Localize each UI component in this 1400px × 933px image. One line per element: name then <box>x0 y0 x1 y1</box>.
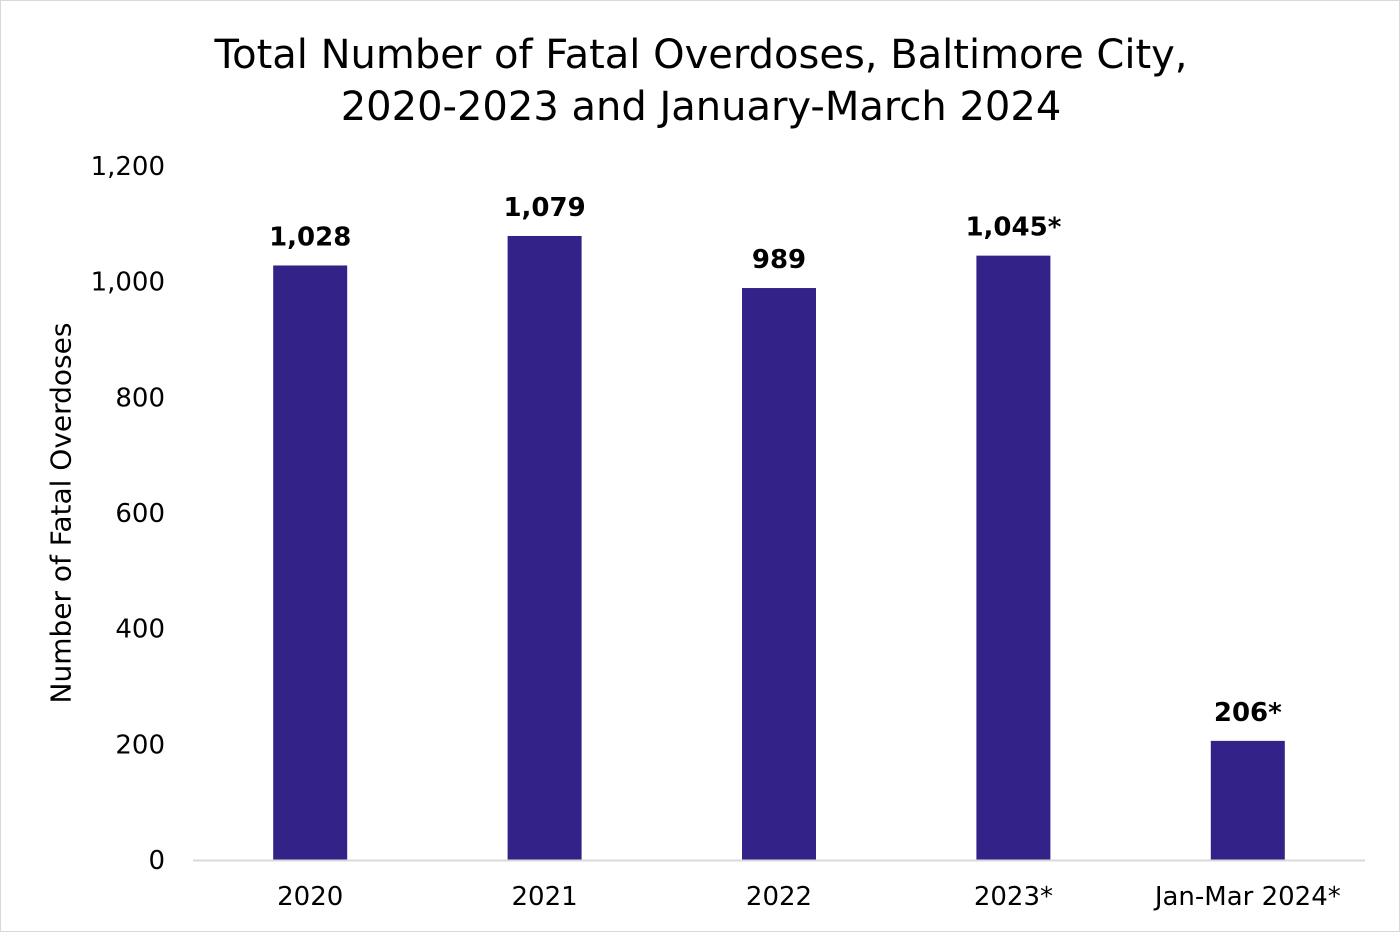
y-tick-label: 0 <box>148 846 165 876</box>
data-label: 1,028 <box>269 222 351 252</box>
y-tick-label: 200 <box>115 730 165 760</box>
data-label: 1,079 <box>503 193 585 223</box>
y-tick-label: 600 <box>115 499 165 529</box>
chart-title-line-2: 2020-2023 and January-March 2024 <box>340 84 1062 130</box>
x-tick-label: 2020 <box>277 882 343 912</box>
bar <box>976 255 1051 860</box>
y-tick-label: 800 <box>115 383 165 413</box>
x-tick-label: 2021 <box>512 882 578 912</box>
chart-title: Total Number of Fatal Overdoses, Baltimo… <box>1 29 1400 133</box>
bar <box>1210 740 1285 860</box>
data-label: 1,045* <box>965 213 1061 243</box>
x-tick-label: 2022 <box>746 882 812 912</box>
x-tick-label: 2023* <box>974 882 1053 912</box>
y-tick-label: 400 <box>115 615 165 645</box>
data-label: 989 <box>752 245 806 275</box>
chart-title-line-1: Total Number of Fatal Overdoses, Baltimo… <box>214 32 1188 78</box>
bar <box>273 265 348 860</box>
data-label: 206* <box>1214 698 1282 728</box>
y-tick-label: 1,200 <box>91 152 165 182</box>
bar <box>742 288 816 860</box>
y-tick-label: 1,000 <box>91 268 165 298</box>
bar <box>507 235 582 860</box>
x-tick-label: Jan-Mar 2024* <box>1153 882 1341 912</box>
